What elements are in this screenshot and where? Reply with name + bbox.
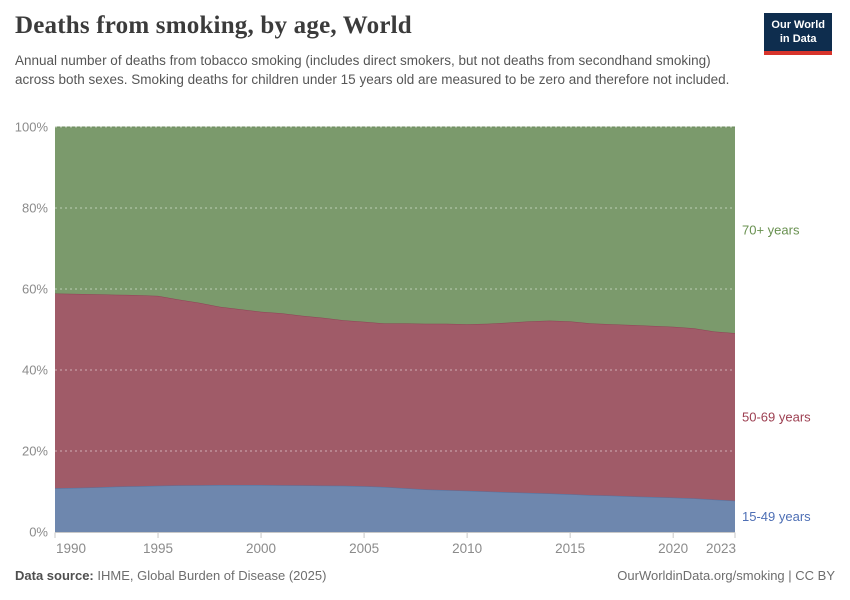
x-tick-label: 2005	[349, 541, 379, 556]
legend-label-50-69-years[interactable]: 50-69 years	[742, 409, 811, 424]
legend-layer: 15-49 years 50-69 years 70+ years	[742, 223, 811, 524]
data-source-text: IHME, Global Burden of Disease (2025)	[93, 568, 327, 583]
areas-layer	[54, 126, 736, 532]
area-70-years[interactable]	[55, 127, 735, 334]
owid-logo-line2: in Data	[779, 33, 817, 46]
y-tick-label: 80%	[22, 201, 48, 216]
area-50-69-years[interactable]	[55, 293, 735, 501]
page-title: Deaths from smoking, by age, World	[15, 12, 412, 39]
owid-logo: Our World in Data	[764, 13, 832, 55]
stacked-area-chart: 0% 20% 40% 60% 80% 100% 1990 1995 2000 2005 2010 20…	[0, 115, 850, 560]
x-tick-label: 2020	[658, 541, 688, 556]
y-tick-label: 60%	[22, 282, 48, 297]
chart-subtitle: Annual number of deaths from tobacco smo…	[15, 53, 730, 87]
y-tick-label: 20%	[22, 444, 48, 459]
legend-label-70-years[interactable]: 70+ years	[742, 223, 800, 238]
data-source-note: Data source: IHME, Global Burden of Dise…	[15, 568, 326, 583]
y-tick-label: 0%	[29, 525, 48, 540]
license-credit: OurWorldinData.org/smoking | CC BY	[617, 568, 835, 583]
gridlines-layer	[55, 126, 735, 452]
x-tick-label: 2000	[246, 541, 276, 556]
chart-canvas: 0% 20% 40% 60% 80% 100% 1990 1995 2000 2005 2010 20…	[15, 120, 811, 557]
axes-layer: 0% 20% 40% 60% 80% 100% 1990 1995 2000 2005 2010 20…	[15, 120, 736, 557]
area-15-49-years[interactable]	[55, 485, 735, 532]
y-tick-label: 100%	[15, 120, 49, 135]
data-source-label: Data source:	[15, 568, 94, 583]
x-tick-label: 1990	[56, 541, 86, 556]
x-tick-label: 1995	[143, 541, 173, 556]
x-tick-label: 2010	[452, 541, 482, 556]
owid-logo-line1: Our World	[771, 19, 825, 31]
x-tick-label: 2015	[555, 541, 585, 556]
legend-label-15-49-years[interactable]: 15-49 years	[742, 509, 811, 524]
y-tick-label: 40%	[22, 363, 48, 378]
x-tick-label: 2023	[706, 541, 736, 556]
